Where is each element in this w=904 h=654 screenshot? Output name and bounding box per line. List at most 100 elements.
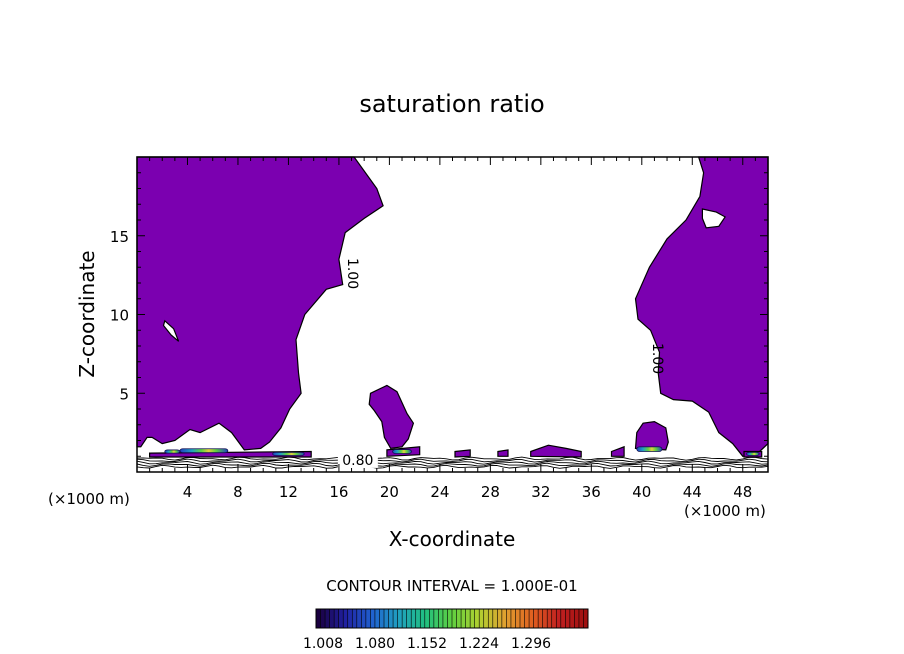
- colorbar-cell: [370, 609, 376, 628]
- contour-line: [136, 464, 769, 469]
- hotspot-3: [392, 449, 412, 454]
- x-tick-label: 8: [233, 483, 243, 501]
- colorbar-cell: [402, 609, 407, 628]
- colorbar-cell: [583, 609, 589, 628]
- contour-line: [136, 456, 769, 461]
- colorbar-cell: [569, 609, 575, 628]
- y-tick-label: 10: [110, 307, 129, 325]
- colorbar-tick-label: 1.224: [459, 636, 499, 652]
- colorbar-cell: [384, 609, 389, 628]
- colorbar-cell: [429, 609, 435, 628]
- x-axis-label: X-coordinate: [389, 527, 516, 551]
- x-unit-label-left: (×1000 m): [48, 490, 130, 508]
- colorbar-cell: [560, 609, 566, 628]
- plot-area: 1.00 1.00 0.80: [136, 156, 769, 469]
- colorbar-cell: [365, 609, 371, 628]
- x-tick-label: 48: [733, 483, 752, 501]
- colorbar-cell: [565, 609, 571, 628]
- colorbar-cell: [492, 609, 498, 628]
- colorbar-cell: [474, 609, 480, 628]
- y-axis-label: Z-coordinate: [75, 250, 99, 377]
- supersaturated-region-mid: [368, 384, 415, 450]
- colorbar-cell: [551, 609, 557, 628]
- chart-title: saturation ratio: [359, 90, 544, 118]
- x-tick-label: 36: [582, 483, 601, 501]
- x-tick-label: 28: [481, 483, 500, 501]
- hotspot-2: [272, 451, 305, 456]
- supersaturated-region-right: [634, 156, 769, 457]
- colorbar-cell: [452, 609, 457, 628]
- colorbar-tick-label: 1.296: [511, 636, 551, 652]
- contour-line: [136, 460, 769, 465]
- x-tick-label: 20: [380, 483, 399, 501]
- supersaturated-blob-1: [454, 449, 471, 458]
- colorbar-cell: [334, 609, 339, 628]
- contour-line: [136, 458, 769, 463]
- colorbar-tick-label: 1.152: [407, 636, 447, 652]
- x-tick-label: 24: [430, 483, 449, 501]
- colorbar-cell: [542, 609, 548, 628]
- supersaturated-region-left: [136, 156, 384, 451]
- supersaturated-blob-2: [497, 449, 509, 457]
- colorbar-cell: [356, 609, 362, 628]
- x-tick-label: 32: [531, 483, 550, 501]
- colorbar-cell: [379, 609, 385, 628]
- colorbar-cell: [415, 609, 421, 628]
- colorbar-tick-labels: 1.008 1.080 1.152 1.224 1.296: [303, 636, 551, 652]
- subsaturated-hole-right: [701, 208, 726, 229]
- colorbar-cell: [510, 609, 516, 628]
- x-tick-label: 12: [279, 483, 298, 501]
- contour-interval-text: CONTOUR INTERVAL = 1.000E-01: [326, 577, 577, 595]
- colorbar-cell: [447, 609, 453, 628]
- colorbar-cell: [424, 609, 430, 628]
- contour-label: 1.00: [344, 258, 360, 289]
- surface-contour-lines: [136, 456, 769, 469]
- colorbar-cell: [411, 609, 417, 628]
- colorbar-cell: [524, 609, 530, 628]
- x-tick-label: 40: [632, 483, 651, 501]
- x-tick-label: 16: [329, 483, 348, 501]
- colorbar-tick-label: 1.008: [303, 636, 343, 652]
- colorbar-cell: [343, 609, 349, 628]
- colorbar-cell: [574, 609, 580, 628]
- colorbar-cell: [438, 609, 444, 628]
- x-tick-label: 44: [683, 483, 702, 501]
- colorbar-cell: [488, 609, 494, 628]
- y-tick-label: 5: [119, 385, 129, 403]
- colorbar-frame: [315, 608, 589, 629]
- colorbar-cell: [329, 609, 335, 628]
- colorbar-cell: [420, 609, 426, 628]
- colorbar-cell: [556, 609, 562, 628]
- colorbar-cell: [506, 609, 512, 628]
- colorbar-cell: [406, 609, 412, 628]
- colorbar-cell: [520, 609, 525, 628]
- contour-label: 1.00: [649, 343, 665, 374]
- colorbar-tick-label: 1.080: [355, 636, 395, 652]
- supersaturated-blob-4: [610, 445, 625, 457]
- colorbar-cell: [501, 609, 507, 628]
- colorbar-cell: [479, 609, 485, 628]
- colorbar-cell: [497, 609, 503, 628]
- colorbar: [315, 608, 589, 629]
- colorbar-cell: [483, 609, 489, 628]
- colorbar-cell: [325, 609, 330, 628]
- contour-line: [136, 462, 769, 467]
- colorbar-cell: [388, 609, 394, 628]
- colorbar-cell: [465, 609, 471, 628]
- colorbar-cell: [316, 609, 321, 628]
- colorbar-cell: [352, 609, 358, 628]
- hotspot-1: [164, 449, 181, 454]
- subsaturated-hole-left: [162, 319, 180, 342]
- hotspot-5: [746, 451, 760, 456]
- colorbar-cell: [533, 609, 539, 628]
- colorbar-cell: [578, 609, 584, 628]
- x-tick-label: 4: [183, 483, 193, 501]
- colorbar-cell: [442, 609, 448, 628]
- colorbar-cell: [461, 609, 466, 628]
- colorbar-cell: [433, 609, 439, 628]
- colorbar-cell: [547, 609, 553, 628]
- colorbar-cell: [470, 609, 475, 628]
- hotspot-4: [636, 446, 663, 452]
